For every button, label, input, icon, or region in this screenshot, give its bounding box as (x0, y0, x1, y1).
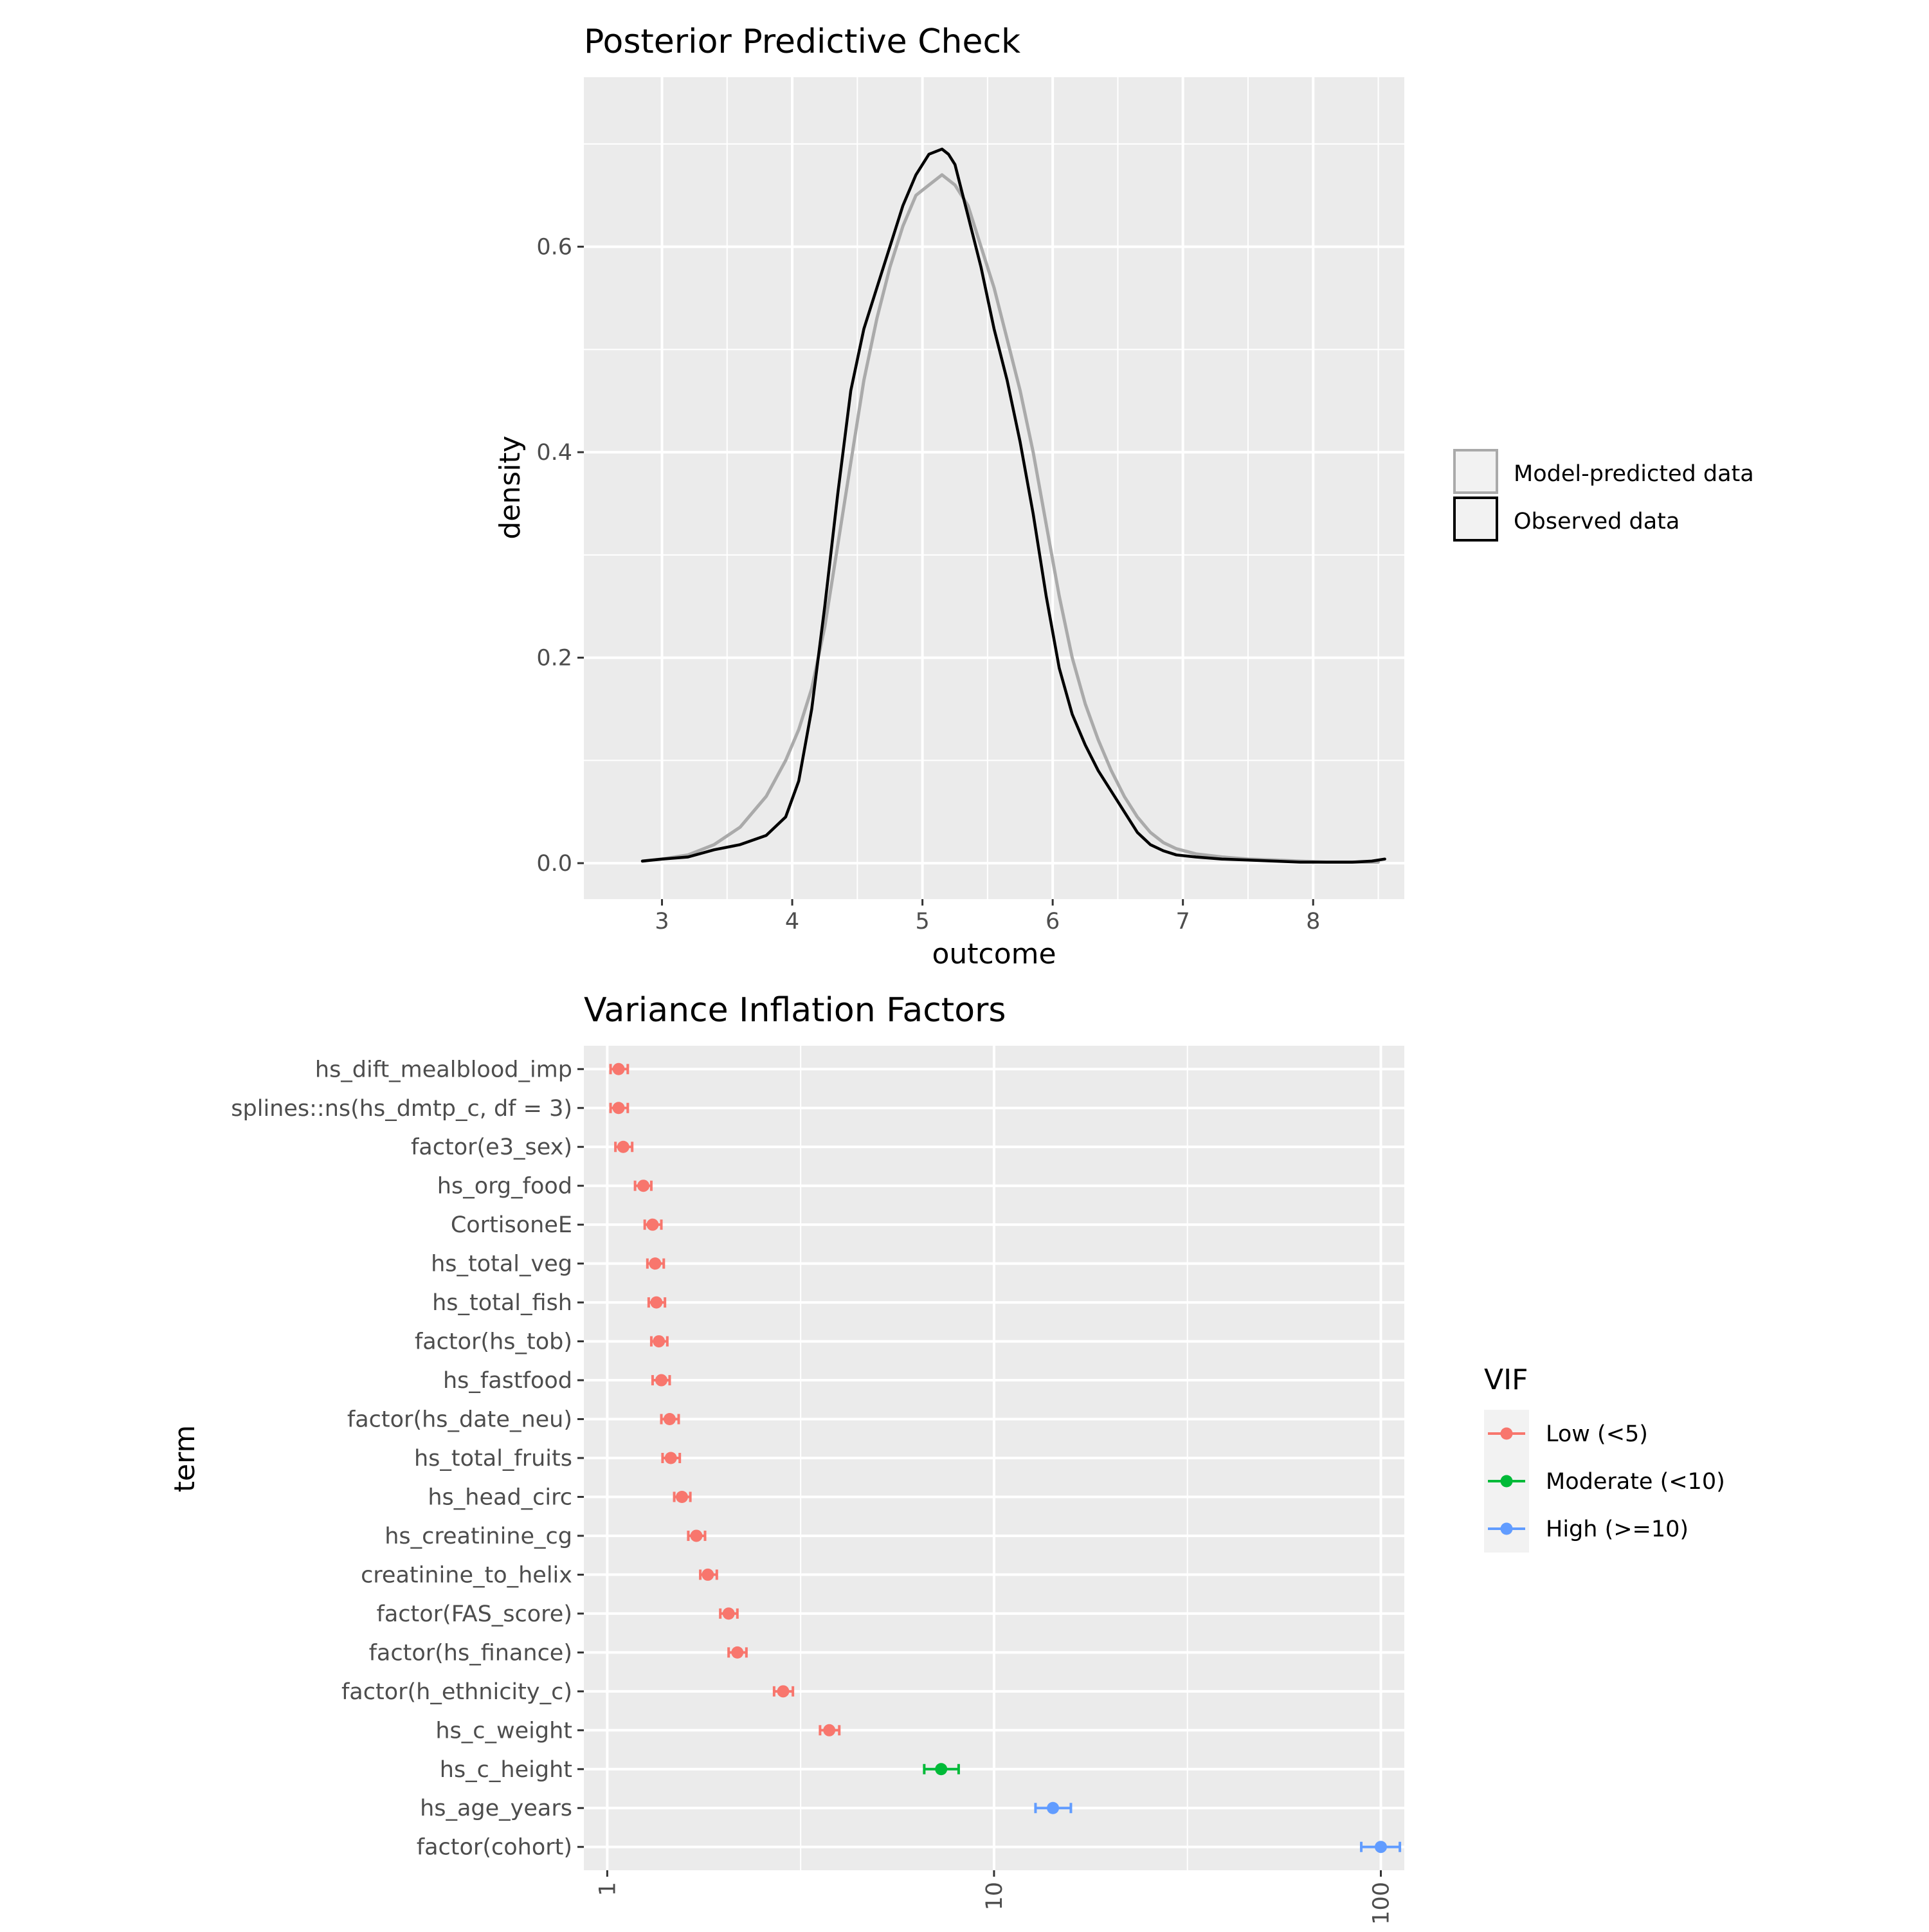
vif-point (722, 1607, 735, 1620)
vif-y-axis-title: term (168, 1425, 201, 1493)
legend-label-observed: Observed data (1514, 509, 1680, 534)
vif-point (935, 1763, 948, 1776)
vif-point (731, 1646, 744, 1659)
vif-term-label: hs_age_years (420, 1796, 572, 1821)
vif-point (1374, 1841, 1387, 1854)
vif-term-label: splines::ns(hs_dmtp_c, df = 3) (231, 1096, 572, 1122)
vif-point (664, 1452, 677, 1464)
vif-title: Variance Inflation Factors (584, 991, 1006, 1030)
ppc-title: Posterior Predictive Check (584, 23, 1020, 61)
vif-point (655, 1374, 668, 1387)
ppc-legend: Model-predicted data Observed data (1453, 449, 1754, 542)
ppc-x-tick-label: 7 (1176, 909, 1190, 934)
vif-term-label: factor(h_ethnicity_c) (341, 1679, 572, 1705)
vif-term-label: CortisoneE (451, 1212, 572, 1238)
vif-point (690, 1529, 703, 1542)
vif-legend-title: VIF (1484, 1363, 1528, 1396)
vif-points (609, 1062, 1402, 1854)
vif-legend-label: High (>=10) (1546, 1517, 1689, 1542)
vif-term-label: hs_total_fruits (414, 1446, 572, 1472)
vif-term-label: hs_total_veg (431, 1252, 572, 1277)
ppc-plot-background (584, 77, 1404, 899)
ppc-x-tick-label: 4 (785, 909, 799, 934)
vif-point (637, 1180, 650, 1192)
vif-term-label: hs_fastfood (443, 1368, 572, 1394)
ppc-x-tick-label: 6 (1046, 909, 1060, 934)
vif-term-label: hs_dift_mealblood_imp (315, 1057, 572, 1082)
vif-point (702, 1568, 714, 1581)
vif-point (823, 1724, 836, 1736)
vif-point (612, 1102, 625, 1115)
vif-point (612, 1062, 625, 1075)
ppc-x-tick-label: 5 (915, 909, 929, 934)
ppc-y-tick-label: 0.6 (536, 235, 572, 260)
vif-x-tick-label: 1 (595, 1882, 620, 1896)
observed-density-line (640, 147, 1386, 864)
vif-term-label: factor(hs_tob) (415, 1329, 572, 1355)
vif-gridlines (584, 1046, 1404, 1870)
ppc-x-axis: 3 4 5 6 7 8 (655, 899, 1320, 934)
legend-item-observed: Observed data (1453, 497, 1680, 542)
ppc-y-axis: 0.0 0.2 0.4 0.6 (536, 235, 584, 877)
vif-term-label: hs_creatinine_cg (385, 1524, 572, 1549)
ppc-y-tick-label: 0.2 (536, 646, 572, 671)
vif-x-axis: 1 10 100 (595, 1870, 1394, 1925)
vif-legend: VIF Low (<5) Moderate (<10) High (>=10) (1484, 1363, 1725, 1553)
vif-legend-items: Low (<5) Moderate (<10) High (>=10) (1488, 1421, 1725, 1542)
legend-key-observed (1453, 497, 1498, 542)
vif-legend-key-point (1500, 1427, 1513, 1440)
legend-label-model-predicted: Model-predicted data (1514, 461, 1754, 487)
vif-x-tick-label: 10 (982, 1882, 1008, 1911)
vif-term-label: factor(hs_date_neu) (347, 1407, 572, 1433)
vif-point (653, 1335, 666, 1348)
model-predicted-density-line (640, 173, 1380, 864)
vif-term-label: hs_head_circ (428, 1484, 572, 1510)
ppc-minor-gridlines (584, 77, 1404, 899)
ppc-x-tick-label: 3 (655, 909, 669, 934)
vif-point (676, 1490, 689, 1503)
ppc-panel: Posterior Predictive Check 3 4 5 6 7 8 0.0 0.2… (494, 23, 1754, 971)
ppc-y-axis-title: density (494, 435, 527, 539)
vif-legend-label: Moderate (<10) (1546, 1469, 1725, 1495)
ppc-x-axis-title: outcome (932, 938, 1056, 971)
ppc-y-tick-label: 0.4 (536, 440, 572, 466)
vif-y-axis: hs_dift_mealblood_impsplines::ns(hs_dmtp… (231, 1057, 584, 1861)
vif-term-label: creatinine_to_helix (361, 1562, 572, 1588)
ppc-x-tick-label: 8 (1306, 909, 1320, 934)
vif-term-label: hs_c_height (440, 1757, 572, 1783)
ppc-y-tick-label: 0.0 (536, 851, 572, 877)
vif-point (777, 1685, 790, 1698)
legend-key-model-predicted (1453, 449, 1498, 494)
vif-point (649, 1257, 662, 1270)
vif-legend-key-point (1500, 1475, 1513, 1488)
legend-item-model-predicted: Model-predicted data (1453, 449, 1754, 494)
vif-term-label: factor(FAS_score) (377, 1601, 572, 1627)
vif-point (617, 1140, 629, 1153)
vif-term-label: factor(e3_sex) (411, 1135, 572, 1160)
vif-point (663, 1413, 676, 1426)
vif-legend-label: Low (<5) (1546, 1421, 1648, 1447)
vif-point (646, 1218, 659, 1231)
vif-legend-key-point (1500, 1522, 1513, 1535)
vif-point (1047, 1801, 1060, 1814)
vif-term-label: hs_c_weight (435, 1718, 572, 1744)
vif-x-tick-label: 100 (1368, 1882, 1394, 1925)
vif-panel: Variance Inflation Factors hs_dift_mealb… (168, 991, 1725, 1925)
vif-term-label: factor(hs_finance) (369, 1640, 572, 1666)
vif-term-label: hs_org_food (437, 1174, 572, 1199)
vif-point (650, 1296, 663, 1309)
vif-term-label: hs_total_fish (432, 1290, 572, 1316)
ppc-major-gridlines (584, 77, 1404, 899)
ppc-density-lines (640, 147, 1386, 864)
vif-term-label: factor(cohort) (417, 1835, 572, 1861)
